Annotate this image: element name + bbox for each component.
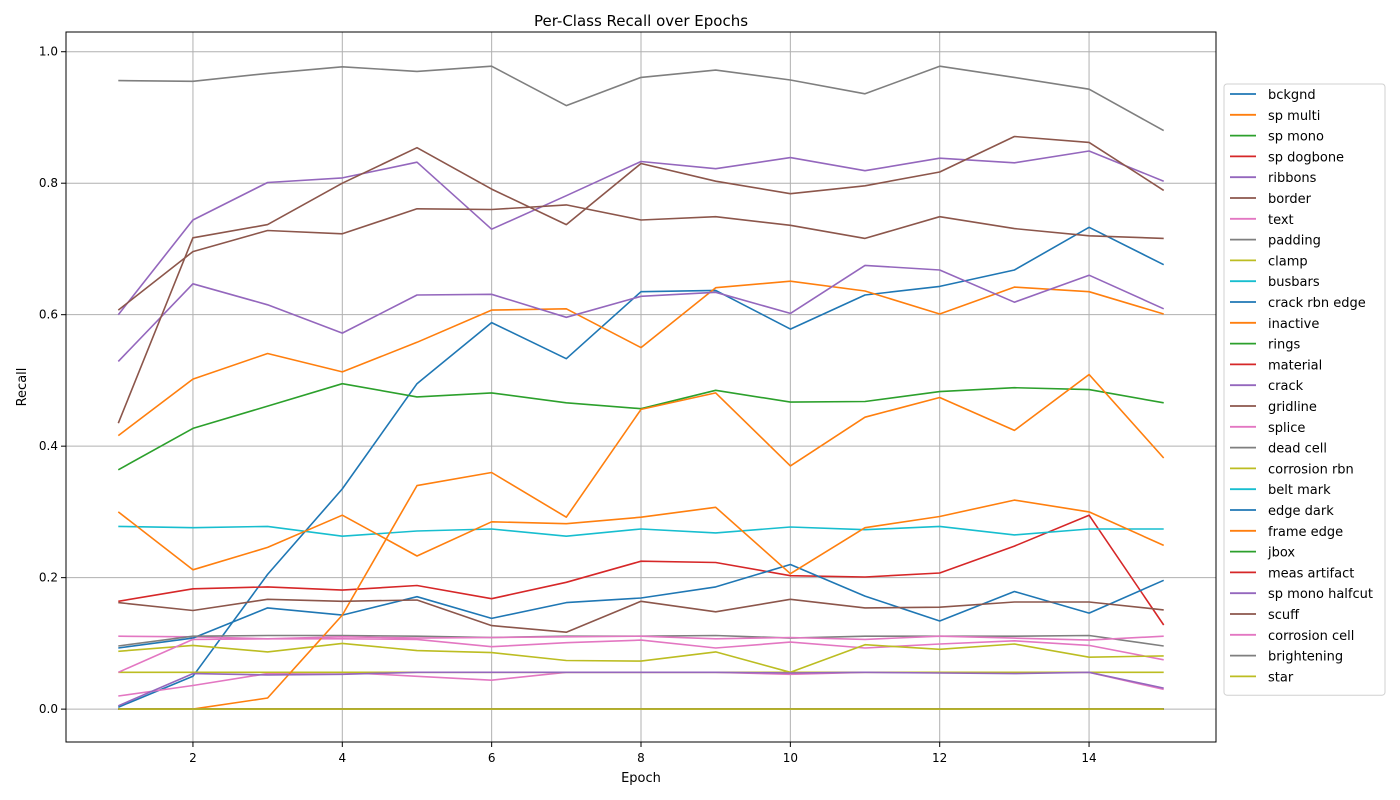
legend-label-padding: padding xyxy=(1268,234,1321,249)
series-lines xyxy=(117,65,1165,710)
legend-label-sp-mono: sp mono xyxy=(1268,130,1324,145)
legend-label-inactive: inactive xyxy=(1268,317,1319,332)
y-tick-label: 1.0 xyxy=(39,45,58,59)
legend-label-clamp: clamp xyxy=(1268,254,1308,269)
series-line-busbars xyxy=(118,525,1164,538)
legend-label-sp-multi: sp multi xyxy=(1268,109,1320,124)
y-tick-label: 0.8 xyxy=(39,176,58,190)
series-line-sp-mono-halfcut xyxy=(117,671,1164,707)
legend-label-gridline: gridline xyxy=(1268,400,1317,415)
x-tick-label: 14 xyxy=(1081,751,1096,765)
legend-label-dead-cell: dead cell xyxy=(1268,442,1327,457)
series-line-sp-dogbone xyxy=(118,514,1165,626)
x-axis-label: Epoch xyxy=(621,771,661,786)
legend-label-corrosion-rbn: corrosion rbn xyxy=(1268,462,1354,477)
y-axis-ticks: 0.0 0.2 0.4 0.6 0.8 1.0 xyxy=(39,45,66,716)
legend-label-bckgnd: bckgnd xyxy=(1268,88,1316,103)
series-line-crack xyxy=(117,264,1165,362)
legend-label-text: text xyxy=(1268,213,1294,228)
y-tick-label: 0.6 xyxy=(39,308,58,322)
series-line-ribbons xyxy=(117,150,1165,316)
y-tick-label: 0.0 xyxy=(39,702,58,716)
legend-label-corrosion-cell: corrosion cell xyxy=(1268,629,1354,644)
series-line-sp-multi xyxy=(117,280,1164,437)
legend-items: bckgnd sp multi sp mono sp dogbone ribbons bo… xyxy=(1230,88,1373,685)
legend: bckgnd sp multi sp mono sp dogbone ribbons bo… xyxy=(1223,83,1386,696)
series-line-corrosion-cell xyxy=(117,635,1164,674)
y-tick-label: 0.2 xyxy=(39,571,58,585)
x-tick-label: 8 xyxy=(637,751,645,765)
legend-label-belt-mark: belt mark xyxy=(1268,483,1331,498)
legend-label-sp-dogbone: sp dogbone xyxy=(1268,150,1344,165)
legend-label-star: star xyxy=(1268,670,1294,685)
series-line-bckgnd xyxy=(117,226,1165,708)
legend-label-jbox: jbox xyxy=(1267,546,1295,561)
legend-label-frame-edge: frame edge xyxy=(1268,525,1343,540)
series-line-padding xyxy=(118,65,1165,132)
legend-label-ribbons: ribbons xyxy=(1268,171,1317,186)
series-line-crack-rbn-edge xyxy=(118,563,1165,649)
legend-box xyxy=(1223,83,1386,696)
legend-label-scuff: scuff xyxy=(1268,608,1300,623)
series-line-border xyxy=(117,204,1164,311)
x-tick-label: 12 xyxy=(932,751,947,765)
legend-label-crack: crack xyxy=(1268,379,1304,394)
legend-label-edge-dark: edge dark xyxy=(1268,504,1334,519)
y-tick-label: 0.4 xyxy=(39,439,58,453)
series-line-gridline xyxy=(117,135,1165,424)
legend-label-material: material xyxy=(1268,358,1322,373)
legend-label-splice: splice xyxy=(1268,421,1305,436)
x-tick-label: 10 xyxy=(783,751,798,765)
series-line-frame-edge xyxy=(118,373,1165,710)
legend-label-sp-mono-halfcut: sp mono halfcut xyxy=(1268,587,1373,602)
x-axis-ticks: 2 4 6 8 10 12 14 xyxy=(189,742,1097,765)
legend-label-border: border xyxy=(1268,192,1312,207)
series-line-inactive xyxy=(117,499,1165,575)
chart-title: Per-Class Recall over Epochs xyxy=(534,12,748,30)
grid-lines xyxy=(66,32,1216,742)
legend-label-brightening: brightening xyxy=(1268,650,1343,665)
legend-label-rings: rings xyxy=(1268,338,1300,353)
legend-label-crack-rbn-edge: crack rbn edge xyxy=(1268,296,1366,311)
legend-label-busbars: busbars xyxy=(1268,275,1320,290)
x-tick-label: 4 xyxy=(338,751,346,765)
x-tick-label: 2 xyxy=(189,751,197,765)
series-line-scuff xyxy=(118,598,1164,634)
legend-label-meas-artifact: meas artifact xyxy=(1268,566,1354,581)
x-tick-label: 6 xyxy=(488,751,496,765)
series-line-clamp xyxy=(118,642,1164,674)
y-axis-label: Recall xyxy=(15,368,30,407)
